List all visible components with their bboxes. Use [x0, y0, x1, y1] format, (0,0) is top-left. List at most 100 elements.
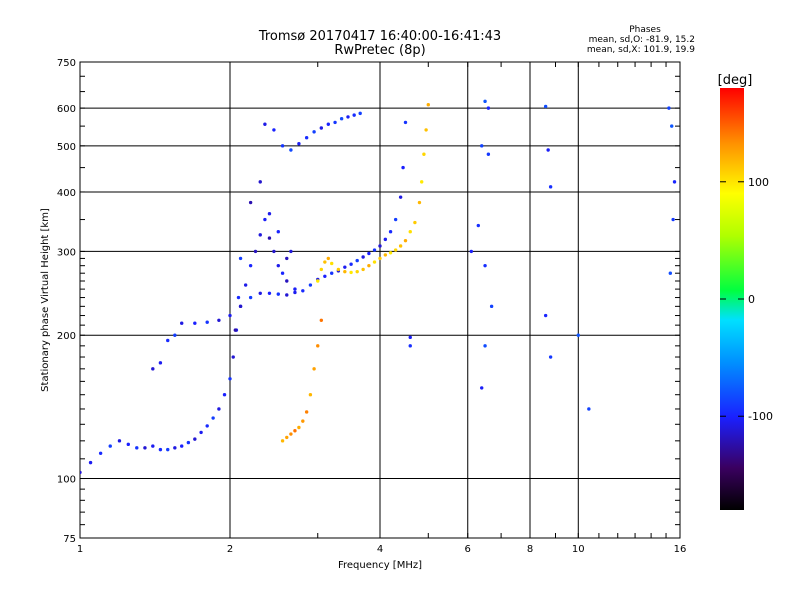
data-point — [253, 249, 258, 254]
data-point — [361, 267, 365, 272]
data-point — [352, 113, 356, 117]
y-tick-label: 500 — [57, 142, 76, 153]
data-point — [483, 263, 487, 268]
data-point — [151, 444, 155, 448]
data-point — [408, 335, 412, 340]
data-point — [297, 142, 301, 146]
data-point — [158, 447, 163, 452]
data-point — [293, 290, 297, 295]
data-point — [372, 260, 377, 264]
data-point — [398, 244, 403, 248]
data-point — [343, 265, 347, 269]
data-point — [426, 103, 430, 107]
x-tick-label: 1 — [77, 544, 83, 555]
data-point — [486, 106, 491, 110]
y-axis-label: Stationary phase Virtual Height [km] — [40, 208, 51, 392]
data-point — [480, 386, 484, 390]
data-point — [383, 237, 388, 242]
data-point — [413, 220, 417, 225]
data-point — [408, 344, 412, 348]
data-point — [248, 263, 253, 268]
data-point — [80, 470, 82, 475]
data-point — [403, 120, 408, 125]
data-point — [289, 432, 293, 436]
data-point — [276, 292, 280, 296]
data-point — [117, 439, 122, 443]
data-point — [668, 271, 673, 275]
data-point — [548, 355, 553, 359]
data-point — [280, 271, 285, 275]
data-point — [158, 361, 163, 365]
data-point — [543, 104, 548, 109]
colorbar-tick-label: 100 — [748, 176, 769, 189]
colorbar-ticks: 100 0 -100 — [720, 176, 773, 423]
data-point — [248, 200, 253, 205]
data-point — [422, 152, 426, 156]
data-point — [312, 130, 316, 134]
data-point — [267, 291, 272, 295]
data-point — [285, 279, 289, 283]
data-point — [383, 253, 388, 257]
data-point — [173, 333, 177, 337]
data-point — [217, 407, 221, 411]
data-point — [151, 367, 155, 371]
data-point — [98, 451, 103, 455]
data-point — [231, 355, 235, 359]
data-point — [280, 144, 285, 148]
colorbar-tick-label: -100 — [748, 410, 773, 423]
data-point — [243, 283, 248, 287]
data-point — [417, 200, 422, 205]
colorbar-tick-label: 0 — [748, 293, 755, 306]
data-point — [186, 440, 191, 445]
data-point — [248, 295, 253, 300]
y-tick-label: 400 — [57, 188, 76, 199]
data-point — [367, 263, 371, 268]
y-tick-label: 100 — [57, 475, 76, 486]
data-point — [355, 269, 359, 274]
x-tick-label: 2 — [227, 544, 233, 555]
data-point — [272, 128, 276, 132]
data-point — [228, 313, 232, 318]
x-tick-label: 8 — [527, 544, 533, 555]
data-point — [193, 437, 197, 441]
data-point — [346, 115, 350, 119]
data-point — [238, 256, 243, 261]
data-point — [480, 144, 484, 148]
data-point — [319, 126, 324, 130]
y-tick-label: 750 — [57, 58, 76, 69]
data-point — [108, 444, 112, 448]
data-point — [483, 99, 487, 104]
stats-line-x: mean, sd,X: 101.9, 19.9 — [587, 45, 695, 55]
data-point — [304, 136, 309, 140]
data-point — [258, 291, 262, 295]
data-point — [205, 424, 209, 428]
data-point — [272, 249, 276, 254]
data-point — [323, 260, 327, 264]
data-point — [326, 122, 331, 126]
data-point — [483, 344, 487, 348]
x-tick-label: 6 — [465, 544, 471, 555]
data-point — [576, 333, 580, 337]
data-point — [267, 212, 272, 216]
data-point — [378, 244, 382, 248]
data-point — [217, 318, 221, 322]
chart-subtitle: RwPretec (8p) — [334, 43, 425, 58]
data-point — [289, 148, 293, 152]
data-point — [316, 279, 320, 283]
data-point — [349, 270, 353, 275]
data-point — [236, 295, 241, 300]
data-point — [285, 256, 289, 261]
data-point — [180, 444, 184, 448]
data-point — [301, 419, 305, 423]
data-point — [211, 416, 215, 420]
data-point — [166, 447, 170, 452]
data-point — [228, 377, 232, 381]
data-point — [667, 106, 671, 110]
y-tick-label: 300 — [57, 247, 76, 258]
data-point — [301, 289, 305, 293]
data-points — [80, 99, 677, 475]
data-point — [401, 165, 405, 170]
data-point — [258, 233, 262, 237]
data-point — [330, 261, 334, 266]
